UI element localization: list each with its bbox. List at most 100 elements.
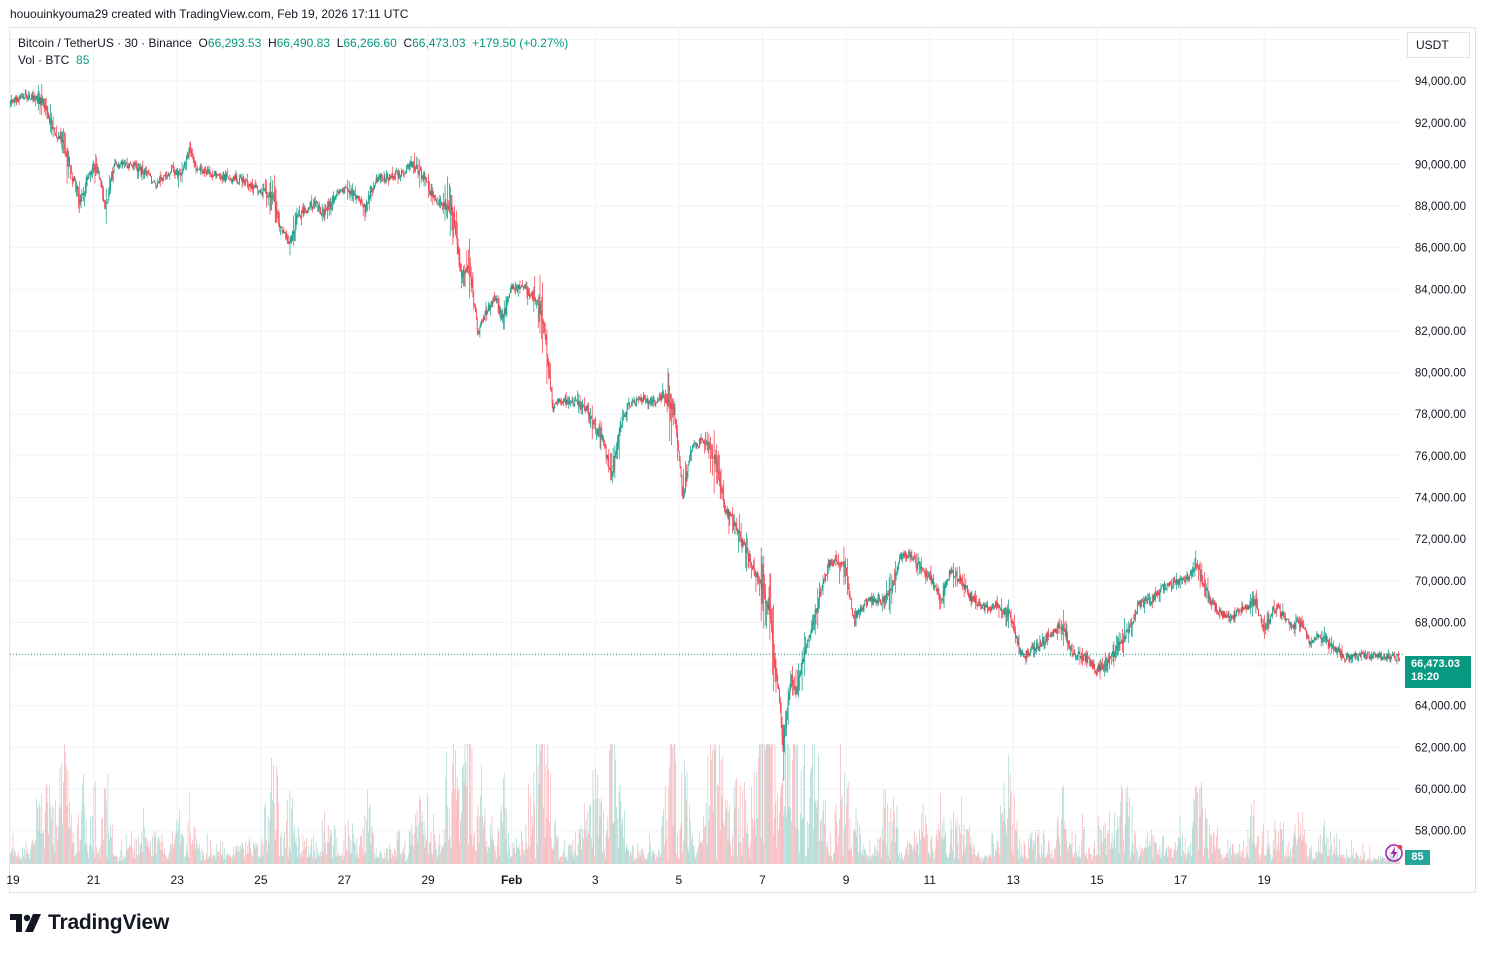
volume-bar: [609, 749, 610, 864]
candle-body: [859, 609, 860, 613]
volume-bar: [1345, 859, 1346, 864]
candle-body: [788, 694, 790, 700]
volume-bar: [1032, 848, 1034, 864]
volume-bar: [556, 838, 558, 864]
close-label: C: [403, 36, 413, 50]
volume-bar: [1170, 847, 1171, 864]
candle-body: [1065, 630, 1067, 638]
candle-body: [785, 719, 787, 729]
candle-body: [1136, 604, 1138, 612]
candle-body: [804, 651, 805, 655]
volume-bar: [1382, 857, 1384, 864]
candle-body: [303, 208, 305, 214]
volume-bar: [441, 844, 442, 864]
volume-bar: [1371, 859, 1372, 864]
tradingview-brand[interactable]: TradingView: [10, 910, 169, 936]
volume-bar: [1364, 852, 1365, 864]
candle-body: [199, 165, 201, 170]
candle-body: [787, 699, 789, 708]
candle-body: [613, 465, 615, 467]
candle-body: [1095, 670, 1096, 672]
volume-bar: [769, 744, 771, 864]
volume-bar: [922, 803, 924, 864]
volume-bar: [125, 834, 127, 864]
candle-body: [1206, 590, 1208, 592]
volume-bar: [1341, 854, 1343, 864]
candle-body: [675, 419, 677, 425]
volume-bar: [729, 804, 731, 864]
volume-bar: [1163, 836, 1164, 864]
candle-body: [590, 417, 591, 421]
candle-body: [862, 608, 864, 611]
volume-bar: [16, 856, 17, 864]
volume-bar: [689, 804, 691, 864]
candle-body: [1076, 656, 1077, 658]
candle-body: [1066, 636, 1068, 638]
volume-bar: [1156, 843, 1157, 864]
candle-body: [1081, 656, 1082, 657]
candle-body: [337, 191, 339, 192]
candle-body: [595, 427, 596, 431]
candle-body: [557, 402, 559, 403]
volume-bar: [401, 855, 402, 864]
price-axis[interactable]: 96,000.0094,000.0092,000.0090,000.0088,0…: [1415, 34, 1466, 837]
candle-body: [1076, 656, 1078, 657]
candle-body: [726, 509, 728, 515]
volume-bar: [644, 857, 645, 864]
volume-bar: [866, 855, 868, 864]
candle-body: [221, 177, 223, 180]
candle-body: [852, 608, 853, 616]
volume-label[interactable]: Vol · BTC: [18, 53, 70, 67]
volume-bar: [1332, 850, 1334, 864]
volume-bar: [382, 857, 384, 864]
volume-bar: [662, 816, 664, 864]
candle-body: [991, 607, 993, 611]
candle-body: [91, 168, 93, 175]
candle-body: [28, 94, 29, 98]
volume-bar: [968, 831, 969, 864]
candle-body: [950, 570, 952, 575]
volume-bar: [387, 859, 389, 864]
volume-bar: [36, 798, 37, 864]
volume-bar: [25, 840, 27, 864]
candle-body: [1033, 646, 1035, 651]
volume-bar: [581, 849, 583, 864]
volume-bar: [144, 827, 145, 864]
volume-bar: [49, 785, 50, 864]
currency-selector[interactable]: USDT: [1407, 32, 1470, 58]
volume-bar: [927, 851, 929, 864]
volume-bar: [656, 854, 657, 864]
lightning-bolt-icon[interactable]: [1384, 843, 1404, 863]
symbol-label[interactable]: Bitcoin / TetherUS · 30 · Binance: [18, 36, 192, 50]
candle-body: [1090, 660, 1092, 665]
volume-bar: [693, 846, 695, 864]
candle-body: [869, 598, 871, 601]
volume-bar: [827, 850, 829, 864]
time-axis[interactable]: 19 21 23 25 27 29 Feb 3 5 7 9 11 13 15 17 19: [6, 873, 1271, 887]
volume-value: 85: [76, 53, 90, 67]
volume-bar: [1233, 853, 1235, 864]
volume-bar: [900, 858, 901, 864]
candle-body: [955, 574, 957, 576]
volume-bar: [70, 814, 72, 864]
volume-bar: [1377, 858, 1379, 864]
candle-body: [305, 211, 306, 213]
candle-body: [775, 666, 777, 670]
time-tick-label: 19: [6, 873, 20, 887]
candle-body: [367, 202, 368, 203]
volume-bar: [1285, 858, 1287, 864]
candle-body: [898, 562, 900, 568]
volume-bar: [318, 852, 320, 864]
volume-bar: [1290, 849, 1291, 864]
candle-body: [1310, 641, 1311, 645]
candle-body: [106, 202, 108, 203]
candle-body: [942, 595, 944, 600]
volume-bar: [613, 821, 615, 864]
volume-bar: [299, 837, 300, 864]
candle-body: [625, 414, 627, 418]
volume-bar: [1187, 850, 1189, 864]
volume-bar: [773, 818, 775, 864]
volume-bar: [995, 850, 996, 864]
volume-bar: [1292, 847, 1293, 864]
